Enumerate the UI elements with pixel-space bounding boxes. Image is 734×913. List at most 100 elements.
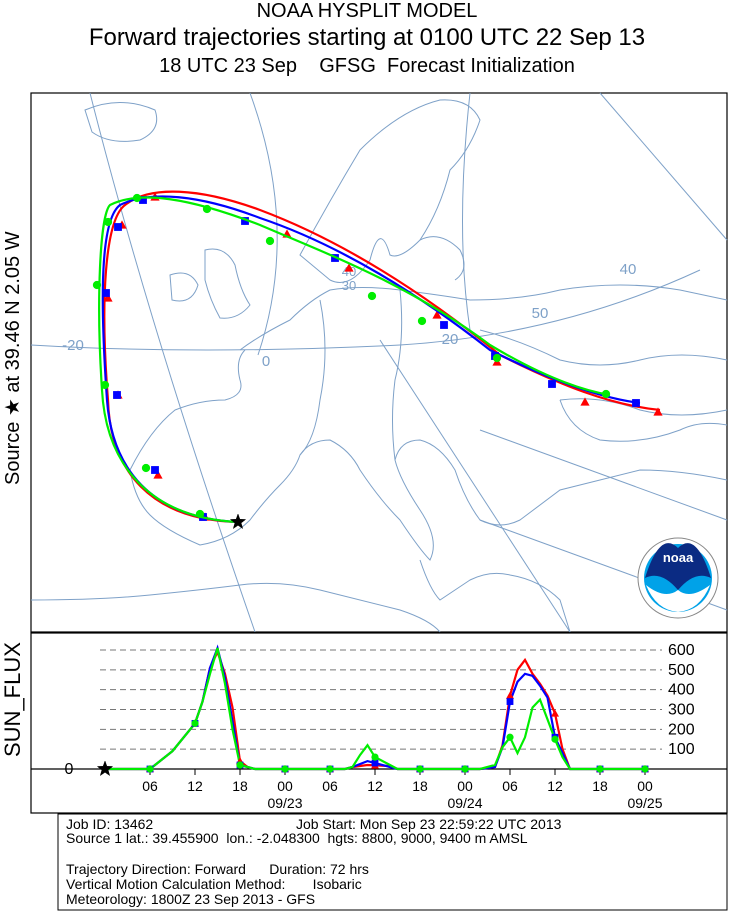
plot-title: NOAA HYSPLIT MODEL [256,0,478,22]
flux-marker [461,765,469,773]
border-line [392,289,403,461]
coast-baltic [419,236,465,281]
x-tick-label: 12 [547,778,563,794]
y-tick-label: 600 [668,642,695,659]
flux-marker [371,759,379,767]
coast-iceland [84,102,158,142]
trajectory-marker [548,380,556,388]
flux-marker [551,735,559,743]
trajectory-marker [440,321,448,329]
trajectory-marker [344,263,354,272]
trajectory-marker [102,289,110,297]
trajectory-marker [265,236,275,246]
plot-subtitle: Forward trajectories starting at 0100 UT… [88,24,646,51]
noaa-logo-wave [646,585,710,612]
map-basemap [30,92,728,633]
graticule-line [379,339,571,633]
flux-marker [551,709,559,717]
trajectory-marker [601,389,611,399]
source-star-icon [229,513,247,530]
source-info: Source 1 lat.: 39.455900 lon.: -2.048300… [66,830,528,846]
noaa-logo-gull [645,543,711,590]
map-lon-label: 50 [532,305,549,322]
chart-frame [30,632,728,814]
flux-marker [236,761,244,769]
chart-y-label: SUN_FLUX [0,642,25,757]
y-tick-label: 200 [668,721,695,738]
flux-marker [281,765,289,773]
job-id: Job ID: 13462 [66,816,154,832]
trajectory-marker [139,196,147,204]
y-tick-label: 400 [668,682,695,699]
meteorology: Meteorology: 1800Z 23 Sep 2013 - GFS [66,891,316,907]
chart-zero-label: 0 [65,761,74,778]
coast-black-sea-south [559,399,728,442]
job-start: Job Start: Mon Sep 23 22:59:22 UTC 2013 [296,816,562,832]
date-label: 09/25 [627,795,662,811]
trajectory-marker [632,399,640,407]
map-grid-labels: -2002040503040 [62,261,636,370]
coast-scandinavia [299,99,481,283]
flux-marker [596,765,604,773]
trajectory-line [98,196,611,524]
chart-grid [100,649,662,750]
trajectory-marker [151,466,159,474]
x-tick-label: 00 [277,778,293,794]
date-label: 09/24 [447,795,482,811]
source-time-star-icon [96,760,114,777]
plot-subtitle-2: 18 UTC 23 Sep GFSG Forecast Initializati… [159,55,575,77]
flux-marker [641,765,649,773]
flux-marker [146,765,154,773]
trajectory-marker [132,193,142,203]
map-lon-label: 0 [262,353,270,370]
trajectory-marker [367,291,377,301]
trajectory-marker [114,223,122,231]
date-label: 09/23 [267,795,302,811]
x-tick-label: 06 [502,778,518,794]
map-lon-label: 40 [620,261,637,278]
graticule-line [479,429,728,521]
x-tick-label: 18 [232,778,248,794]
map-lat-label: 30 [342,278,356,293]
coast-biscay [129,349,246,471]
trajectory-marker [103,293,113,302]
flux-marker [371,753,379,761]
y-tick-label: 300 [668,702,695,719]
x-tick-label: 12 [367,778,383,794]
coast-africa [30,582,441,633]
y-tick-labels: 100 200 300 400 500 600 [668,642,695,758]
x-tick-label: 06 [322,778,338,794]
noaa-logo: noaa [637,537,719,619]
trajectory-line [101,195,641,524]
flux-marker [326,765,334,773]
coast-north-europe [239,284,728,351]
border-line [479,329,728,366]
flux-marker [506,698,514,705]
trajectory-marker [195,509,205,519]
trajectories [92,190,663,524]
map-lon-label: -20 [62,337,84,354]
trajectory-direction: Trajectory Direction: Forward Duration: … [66,861,369,877]
noaa-logo-text: noaa [663,550,694,565]
flux-marker [506,691,514,699]
x-tick-label: 00 [637,778,653,794]
flux-marker [416,765,424,773]
graticule-line [89,92,256,633]
flux-marker [191,719,199,727]
graticule-line [30,269,701,351]
info-frame [57,813,728,911]
y-tick-label: 500 [668,662,695,679]
flux-marker [506,733,514,741]
map-frame [30,92,728,633]
x-tick-label: 06 [142,778,158,794]
trajectory-marker [653,407,663,416]
x-tick-label: 18 [412,778,428,794]
coast-ireland [169,272,199,302]
graticule-line [462,92,471,331]
coast-britain [204,248,251,319]
graticule-line [249,92,278,356]
trajectory-marker [432,310,442,319]
source-location-label: Source ★ at 39.46 N 2.05 W [2,231,24,485]
